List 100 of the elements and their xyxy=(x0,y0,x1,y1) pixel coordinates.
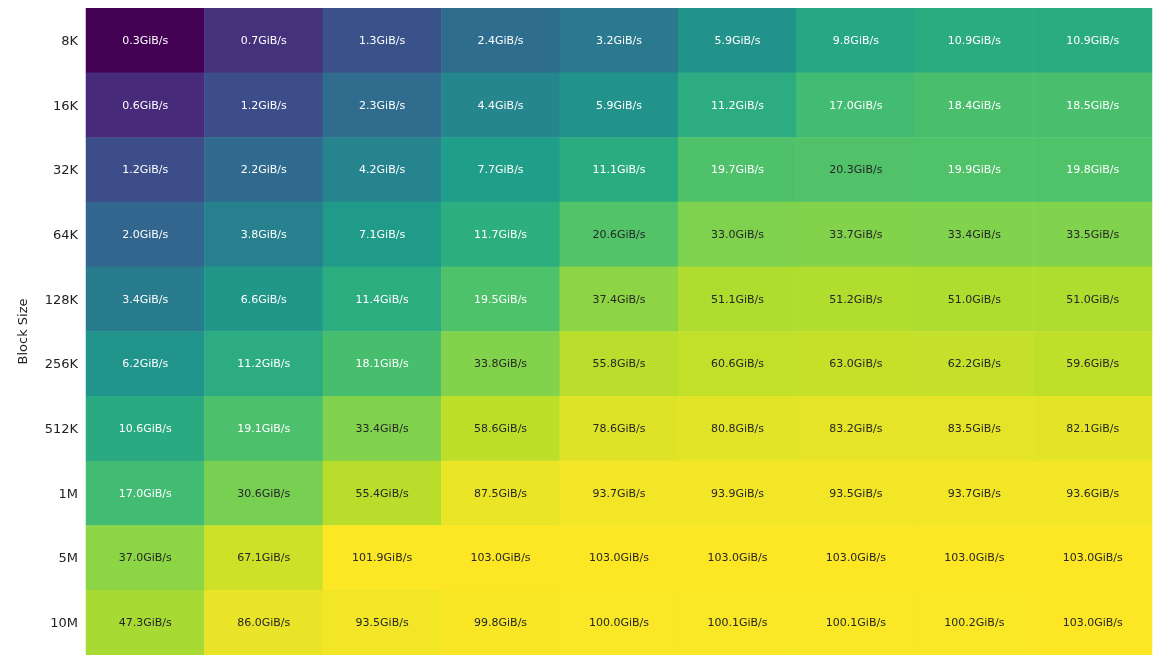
data-label: 58.6GiB/s xyxy=(474,422,528,436)
data-label: 93.9GiB/s xyxy=(710,486,765,500)
data-label: 4.4GiB/s xyxy=(477,98,524,112)
data-label: 103.0GiB/s xyxy=(1062,616,1124,630)
data-label: 103.0GiB/s xyxy=(588,551,650,565)
data-label: 55.4GiB/s xyxy=(355,486,409,500)
data-label: 51.1GiB/s xyxy=(710,292,765,306)
data-label: 93.5GiB/s xyxy=(355,616,409,630)
data-label: 47.3GiB/s xyxy=(118,616,173,630)
data-label: 19.8GiB/s xyxy=(1066,163,1120,177)
data-label: 9.8GiB/s xyxy=(832,33,880,47)
data-label: 55.8GiB/s xyxy=(592,357,646,371)
data-label: 3.8GiB/s xyxy=(240,227,287,241)
data-label: 30.6GiB/s xyxy=(237,486,291,500)
data-label: 103.0GiB/s xyxy=(1062,551,1124,565)
data-label: 11.1GiB/s xyxy=(592,163,646,177)
data-label: 101.9GiB/s xyxy=(352,551,413,565)
data-label: 82.1GiB/s xyxy=(1066,422,1120,436)
data-label: 33.0GiB/s xyxy=(710,227,765,241)
data-label: 93.7GiB/s xyxy=(947,486,1002,500)
y-tick-label: 10M xyxy=(50,615,78,631)
data-label: 3.2GiB/s xyxy=(595,33,643,47)
data-label: 93.6GiB/s xyxy=(1066,486,1120,500)
y-tick-label: 32K xyxy=(52,162,79,178)
y-tick-label: 256K xyxy=(44,356,79,372)
data-label: 60.6GiB/s xyxy=(710,357,765,371)
data-label: 51.0GiB/s xyxy=(1066,292,1120,306)
data-label: 11.7GiB/s xyxy=(474,227,528,241)
y-tick-label: 64K xyxy=(52,226,79,242)
data-label: 33.5GiB/s xyxy=(1066,227,1120,241)
data-label: 19.1GiB/s xyxy=(237,422,291,436)
data-label: 37.0GiB/s xyxy=(118,551,173,565)
data-label: 80.8GiB/s xyxy=(710,422,765,436)
y-tick-label: 1M xyxy=(58,485,78,501)
data-label: 103.0GiB/s xyxy=(944,551,1005,565)
data-label: 11.2GiB/s xyxy=(237,357,291,371)
data-label: 0.3GiB/s xyxy=(122,33,169,47)
data-label: 62.2GiB/s xyxy=(947,357,1002,371)
data-label: 10.6GiB/s xyxy=(118,422,173,436)
data-label: 33.8GiB/s xyxy=(474,357,528,371)
data-label: 3.4GiB/s xyxy=(122,292,169,306)
data-label: 10.9GiB/s xyxy=(1066,33,1120,47)
data-label: 93.7GiB/s xyxy=(592,486,646,500)
data-label: 7.7GiB/s xyxy=(477,163,524,177)
data-label: 6.6GiB/s xyxy=(240,292,287,306)
data-label: 10.9GiB/s xyxy=(947,33,1002,47)
data-label: 2.0GiB/s xyxy=(122,227,169,241)
data-label: 37.4GiB/s xyxy=(592,292,646,306)
data-label: 20.6GiB/s xyxy=(592,227,646,241)
y-tick-label: 8K xyxy=(61,32,79,48)
y-tick-label: 16K xyxy=(52,97,79,113)
data-label: 1.3GiB/s xyxy=(359,33,406,47)
data-label: 103.0GiB/s xyxy=(825,551,887,565)
data-label: 33.4GiB/s xyxy=(947,227,1002,241)
data-label: 100.1GiB/s xyxy=(825,616,887,630)
data-label: 19.5GiB/s xyxy=(474,292,528,306)
data-label: 18.1GiB/s xyxy=(355,357,409,371)
data-label: 11.2GiB/s xyxy=(710,98,765,112)
data-label: 1.2GiB/s xyxy=(122,163,169,177)
data-label: 86.0GiB/s xyxy=(237,616,291,630)
data-label: 0.6GiB/s xyxy=(122,98,169,112)
data-label: 83.5GiB/s xyxy=(947,422,1002,436)
data-label: 63.0GiB/s xyxy=(829,357,883,371)
data-label: 4.2GiB/s xyxy=(359,163,406,177)
data-label: 100.1GiB/s xyxy=(707,616,768,630)
data-label: 6.2GiB/s xyxy=(122,357,169,371)
data-label: 33.4GiB/s xyxy=(355,422,409,436)
data-label: 100.2GiB/s xyxy=(944,616,1005,630)
data-label: 7.1GiB/s xyxy=(359,227,406,241)
data-label: 51.0GiB/s xyxy=(947,292,1002,306)
data-label: 5.9GiB/s xyxy=(714,33,761,47)
data-label: 19.7GiB/s xyxy=(710,163,765,177)
data-label: 93.5GiB/s xyxy=(829,486,883,500)
data-label: 18.4GiB/s xyxy=(947,98,1002,112)
data-label: 19.9GiB/s xyxy=(947,163,1002,177)
data-label: 2.3GiB/s xyxy=(359,98,406,112)
y-axis-title: Block Size xyxy=(15,298,30,365)
data-label: 11.4GiB/s xyxy=(355,292,409,306)
data-label: 2.2GiB/s xyxy=(240,163,287,177)
data-label: 100.0GiB/s xyxy=(588,616,650,630)
y-tick-label: 512K xyxy=(44,421,79,437)
y-tick-label: 5M xyxy=(58,550,78,566)
data-label: 5.9GiB/s xyxy=(595,98,643,112)
data-label: 103.0GiB/s xyxy=(707,551,768,565)
data-label: 59.6GiB/s xyxy=(1066,357,1120,371)
data-label: 2.4GiB/s xyxy=(477,33,524,47)
data-label: 87.5GiB/s xyxy=(474,486,528,500)
data-label: 33.7GiB/s xyxy=(829,227,883,241)
data-label: 17.0GiB/s xyxy=(118,486,173,500)
data-label: 20.3GiB/s xyxy=(829,163,883,177)
data-label: 0.7GiB/s xyxy=(240,33,287,47)
data-label: 51.2GiB/s xyxy=(829,292,883,306)
y-tick-label: 128K xyxy=(44,291,79,307)
data-label: 103.0GiB/s xyxy=(470,551,531,565)
data-label: 78.6GiB/s xyxy=(592,422,646,436)
data-label: 17.0GiB/s xyxy=(829,98,883,112)
data-label: 1.2GiB/s xyxy=(240,98,287,112)
data-label: 67.1GiB/s xyxy=(237,551,291,565)
data-label: 83.2GiB/s xyxy=(829,422,883,436)
data-label: 18.5GiB/s xyxy=(1066,98,1120,112)
